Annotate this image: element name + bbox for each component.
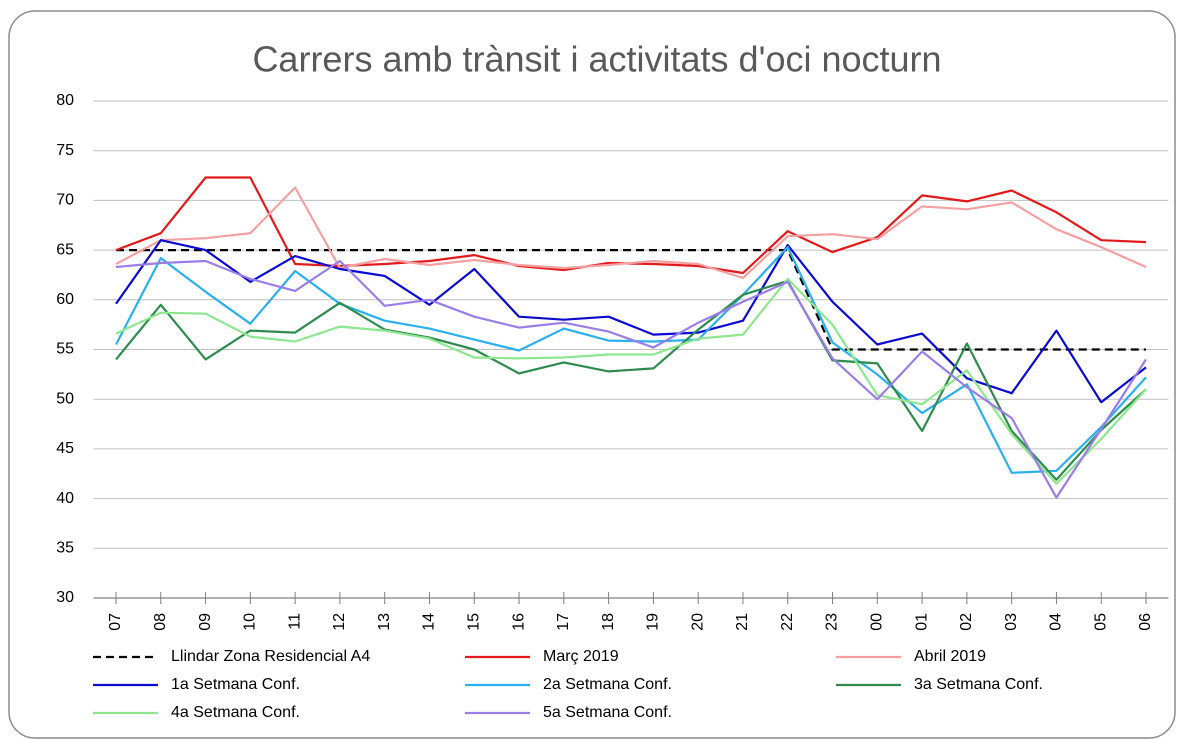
series-line bbox=[115, 279, 1147, 481]
x-tick-label: 08 bbox=[152, 613, 169, 631]
y-tick-label: 75 bbox=[56, 142, 74, 159]
x-tick-label: 10 bbox=[242, 613, 259, 631]
legend-label: Març 2019 bbox=[543, 648, 619, 665]
legend-label: Abril 2019 bbox=[914, 648, 986, 665]
y-tick-label: 80 bbox=[56, 92, 74, 109]
x-tick-label: 23 bbox=[824, 613, 841, 631]
x-tick-label: 06 bbox=[1137, 613, 1154, 631]
x-tick-label: 01 bbox=[913, 613, 930, 631]
x-tick-label: 02 bbox=[958, 613, 975, 631]
y-tick-label: 50 bbox=[56, 390, 74, 407]
x-tick-label: 22 bbox=[779, 613, 796, 631]
x-tick-label: 09 bbox=[197, 613, 214, 631]
y-tick-label: 55 bbox=[56, 341, 74, 358]
x-tick-label: 14 bbox=[421, 613, 438, 631]
series-line bbox=[115, 259, 1147, 499]
x-tick-label: 15 bbox=[465, 613, 482, 631]
x-tick-label: 18 bbox=[600, 613, 617, 631]
chart-frame bbox=[8, 10, 1176, 739]
legend-label: 3a Setmana Conf. bbox=[914, 676, 1043, 693]
x-tick-label: 03 bbox=[1003, 613, 1020, 631]
x-tick-label: 19 bbox=[645, 613, 662, 631]
y-tick-label: 70 bbox=[56, 192, 74, 209]
series-line bbox=[115, 277, 1147, 485]
series-line bbox=[115, 246, 1147, 474]
legend-label: 2a Setmana Conf. bbox=[543, 676, 672, 693]
x-tick-label: 17 bbox=[555, 613, 572, 631]
legend-label: 1a Setmana Conf. bbox=[171, 676, 300, 693]
x-tick-label: 16 bbox=[510, 613, 527, 631]
x-tick-label: 05 bbox=[1092, 613, 1109, 631]
x-tick-label: 04 bbox=[1048, 613, 1065, 631]
y-tick-label: 35 bbox=[56, 540, 74, 557]
series-line bbox=[115, 186, 1147, 279]
chart-title: Carrers amb trànsit i activitats d'oci n… bbox=[252, 39, 941, 80]
x-tick-label: 00 bbox=[869, 613, 886, 631]
y-tick-label: 40 bbox=[56, 490, 74, 507]
x-tick-label: 11 bbox=[286, 613, 303, 630]
legend-label: 5a Setmana Conf. bbox=[543, 704, 672, 721]
y-tick-label: 45 bbox=[56, 440, 74, 457]
x-tick-label: 20 bbox=[689, 613, 706, 631]
y-tick-label: 65 bbox=[56, 241, 74, 258]
y-tick-label: 60 bbox=[56, 291, 74, 308]
legend-label: 4a Setmana Conf. bbox=[171, 704, 300, 721]
x-tick-label: 12 bbox=[331, 613, 348, 631]
legend-label: Llindar Zona Residencial A4 bbox=[171, 648, 370, 665]
x-tick-label: 07 bbox=[107, 613, 124, 631]
series-line bbox=[115, 176, 1147, 275]
x-tick-label: 21 bbox=[734, 613, 751, 631]
y-tick-label: 30 bbox=[56, 589, 74, 606]
x-tick-label: 13 bbox=[376, 613, 393, 631]
